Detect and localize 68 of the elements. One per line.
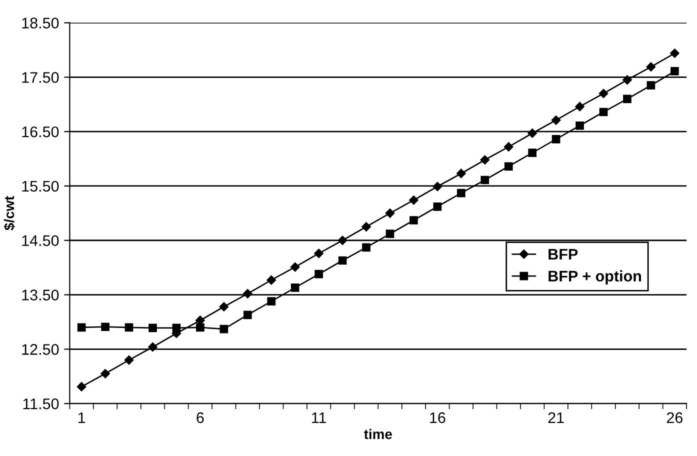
point [504, 142, 514, 152]
point [575, 102, 584, 112]
y-tick-label: 12.50 [22, 344, 59, 355]
x-axis-title: time [364, 428, 392, 440]
point [480, 155, 490, 164]
point [386, 230, 394, 238]
point [646, 62, 656, 72]
point [456, 188, 466, 198]
legend-label: BFP + option [548, 270, 642, 285]
point [646, 81, 656, 90]
point [504, 162, 513, 171]
x-tick-label: 1 [78, 412, 86, 423]
x-tick-label: 6 [196, 412, 204, 424]
point [76, 382, 86, 392]
point [172, 324, 181, 332]
point [552, 135, 560, 144]
x-tick-label: 11 [312, 412, 326, 423]
point [551, 116, 561, 125]
y-axis-title: $/cwt [4, 196, 16, 230]
point [480, 176, 490, 184]
point [290, 262, 300, 272]
y-tick-label: 15.50 [22, 180, 59, 192]
point [528, 148, 536, 157]
y-tick-label: 11.50 [23, 398, 59, 410]
point [623, 94, 632, 104]
point [243, 289, 252, 298]
x-tick-label: 16 [430, 412, 446, 424]
x-tick-label: 21 [548, 412, 564, 423]
point [124, 355, 134, 365]
legend-label: BFP [548, 248, 578, 260]
point [266, 275, 276, 285]
point [670, 67, 679, 76]
point [362, 222, 371, 232]
y-tick-label: 17.50 [22, 72, 59, 83]
point [220, 324, 228, 334]
point [77, 323, 86, 332]
point [338, 236, 348, 245]
y-tick-label: 16.50 [22, 126, 59, 138]
point [290, 284, 300, 292]
point [314, 270, 323, 278]
point [196, 323, 204, 332]
point [362, 243, 370, 252]
point [670, 48, 680, 58]
y-tick-label: 13.50 [22, 290, 59, 300]
point [599, 108, 608, 116]
x-tick-label: 26 [666, 412, 683, 424]
point [528, 128, 537, 138]
point [148, 342, 158, 352]
point [456, 168, 466, 178]
point [100, 369, 110, 378]
point [409, 196, 418, 205]
point [124, 323, 134, 332]
point [410, 216, 418, 224]
point [314, 248, 324, 258]
point [433, 202, 442, 211]
point [338, 256, 347, 265]
point [385, 208, 395, 218]
point [219, 302, 229, 312]
point [243, 310, 252, 320]
point [622, 75, 632, 85]
point [267, 297, 276, 306]
y-tick-label: 18.50 [22, 18, 59, 28]
point [148, 324, 157, 332]
point [576, 121, 584, 130]
point [432, 182, 442, 192]
y-tick-label: 14.50 [22, 235, 59, 246]
point [598, 88, 608, 98]
point [101, 322, 110, 332]
